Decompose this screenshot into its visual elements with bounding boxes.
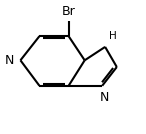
- Text: N: N: [100, 91, 109, 104]
- Text: N: N: [5, 54, 14, 67]
- Text: Br: Br: [62, 5, 75, 18]
- Text: H: H: [109, 31, 117, 41]
